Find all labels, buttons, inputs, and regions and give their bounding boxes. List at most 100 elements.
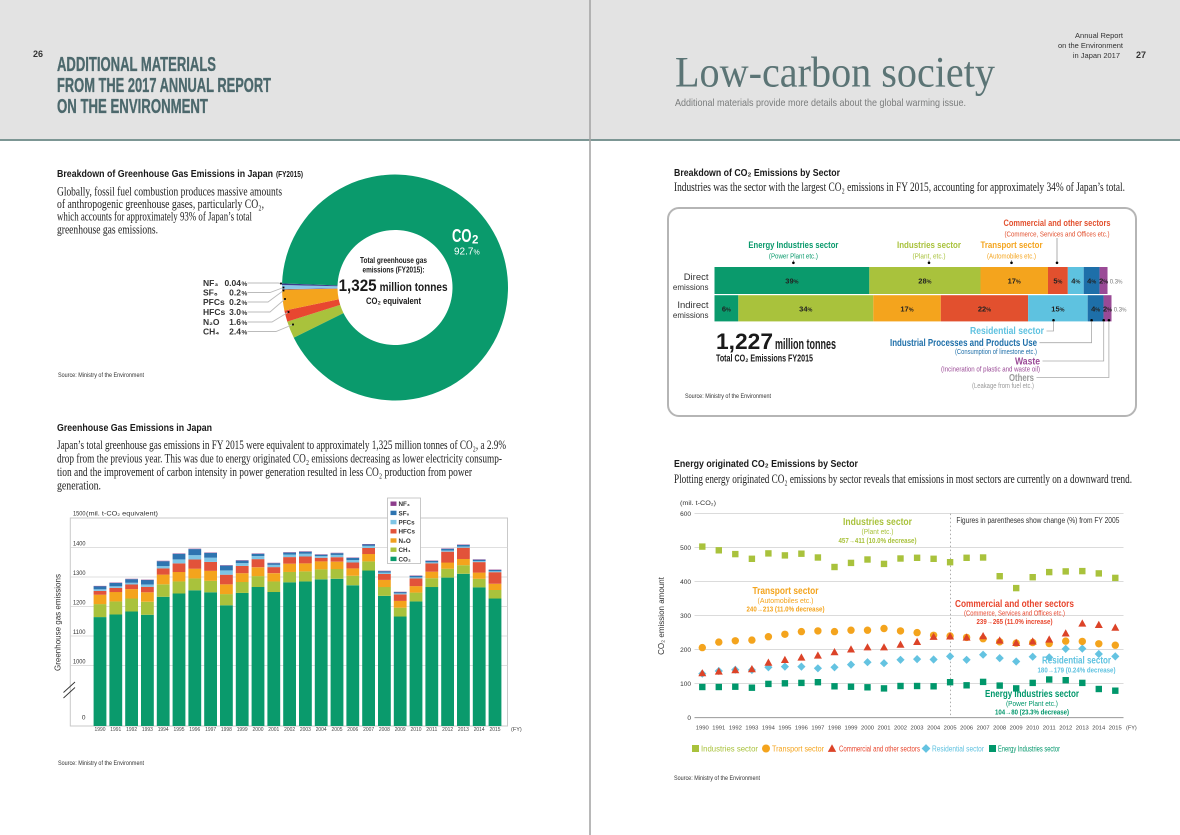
- svg-text:%: %: [242, 281, 248, 288]
- svg-text:2015: 2015: [490, 727, 501, 733]
- svg-text:4%: 4%: [1091, 305, 1100, 314]
- svg-text:(FY): (FY): [1126, 726, 1137, 732]
- svg-text:1.6: 1.6: [229, 317, 241, 327]
- svg-text:1200: 1200: [73, 600, 86, 607]
- svg-text:Energy Industries sector: Energy Industries sector: [748, 240, 838, 251]
- svg-text:2: 2: [472, 235, 478, 247]
- svg-text:28%: 28%: [918, 277, 931, 286]
- svg-text:4%: 4%: [1071, 277, 1080, 286]
- svg-text:Plotting energy originated CO₂: Plotting energy originated CO₂ emissions…: [674, 471, 1132, 486]
- svg-text:1992: 1992: [126, 727, 137, 733]
- svg-text:1300: 1300: [73, 570, 86, 577]
- svg-text:1999: 1999: [237, 727, 248, 733]
- svg-text:100: 100: [680, 681, 691, 688]
- svg-text:Energy originated CO₂ Emission: Energy originated CO₂ Emissions by Secto…: [674, 458, 858, 470]
- svg-text:2000: 2000: [253, 727, 264, 733]
- svg-text:2006: 2006: [347, 727, 358, 733]
- svg-text:2003: 2003: [300, 727, 311, 733]
- svg-text:Transport sector: Transport sector: [981, 240, 1043, 251]
- svg-text:Commercial and other sectors: Commercial and other sectors: [1004, 218, 1111, 229]
- svg-text:of anthropogenic greenhouse ga: of anthropogenic greenhouse gases, parti…: [57, 196, 264, 211]
- svg-text:39%: 39%: [785, 277, 798, 286]
- svg-text:emissions: emissions: [673, 311, 709, 320]
- svg-text:(mil. t-CO₂ equivalent): (mil. t-CO₂ equivalent): [86, 511, 158, 518]
- svg-text:on the Environment: on the Environment: [1058, 41, 1124, 50]
- svg-text:1993: 1993: [142, 727, 153, 733]
- svg-text:2005: 2005: [332, 727, 343, 733]
- svg-text:Commercial and other sectors: Commercial and other sectors: [839, 745, 920, 754]
- svg-text:Direct: Direct: [684, 272, 709, 283]
- svg-text:N₂O: N₂O: [399, 538, 411, 545]
- svg-text:Industries was the sector with: Industries was the sector with the large…: [674, 179, 1125, 194]
- svg-text:Breakdown of Greenhouse Gas Em: Breakdown of Greenhouse Gas Emissions in…: [57, 168, 273, 180]
- svg-text:2006: 2006: [960, 726, 973, 732]
- svg-text:which accounts for approximate: which accounts for approximately 93% of …: [57, 209, 252, 224]
- svg-text:CO₂: CO₂: [399, 556, 411, 563]
- svg-text:2014: 2014: [1092, 726, 1105, 732]
- svg-text:500: 500: [680, 545, 691, 552]
- svg-text:200: 200: [680, 647, 691, 654]
- svg-text:%: %: [242, 320, 248, 327]
- svg-text:greenhouse gas emissions.: greenhouse gas emissions.: [57, 221, 158, 236]
- svg-text:5%: 5%: [1053, 277, 1062, 286]
- svg-text:Source: Ministry of the Enviro: Source: Ministry of the Environment: [58, 760, 144, 767]
- svg-text:(Power Plant etc.): (Power Plant etc.): [769, 254, 818, 261]
- svg-text:%: %: [474, 250, 480, 257]
- svg-text:CO₂ emission amount: CO₂ emission amount: [657, 576, 666, 655]
- svg-text:2011: 2011: [1043, 726, 1056, 732]
- svg-text:239→265 (11.0% increase): 239→265 (11.0% increase): [977, 619, 1053, 626]
- svg-text:180→179 (0.24% decrease): 180→179 (0.24% decrease): [1038, 668, 1116, 675]
- svg-text:1500: 1500: [73, 511, 86, 518]
- svg-text:17%: 17%: [900, 305, 913, 314]
- svg-text:1995: 1995: [174, 727, 185, 733]
- svg-text:2000: 2000: [861, 726, 874, 732]
- svg-text:1990: 1990: [95, 727, 106, 733]
- svg-text:2003: 2003: [911, 726, 924, 732]
- svg-text:Industries sector: Industries sector: [897, 240, 961, 251]
- svg-text:Low-carbon society: Low-carbon society: [675, 49, 995, 97]
- svg-text:104→80 (23.3% decrease): 104→80 (23.3% decrease): [995, 710, 1069, 717]
- svg-text:%: %: [242, 330, 248, 337]
- svg-text:2013: 2013: [1076, 726, 1089, 732]
- svg-text:(Automobiles etc.): (Automobiles etc.): [987, 254, 1036, 261]
- svg-text:240→213 (11.0% decrease): 240→213 (11.0% decrease): [747, 607, 825, 614]
- svg-text:1994: 1994: [762, 726, 775, 732]
- svg-text:emissions: emissions: [673, 283, 709, 292]
- svg-text:emissions (FY2015):: emissions (FY2015):: [363, 266, 425, 275]
- svg-text:SF₆: SF₆: [399, 510, 410, 517]
- svg-text:Source: Ministry of the Enviro: Source: Ministry of the Environment: [674, 775, 760, 782]
- svg-text:(mil. t-CO₂): (mil. t-CO₂): [680, 500, 716, 507]
- svg-text:Additional materials provide m: Additional materials provide more detail…: [675, 97, 966, 109]
- svg-text:2005: 2005: [944, 726, 957, 732]
- svg-text:in Japan 2017: in Japan 2017: [1073, 51, 1120, 60]
- svg-text:2012: 2012: [442, 727, 453, 733]
- svg-text:2%: 2%: [1103, 305, 1112, 314]
- svg-text:Residential sector: Residential sector: [970, 326, 1044, 337]
- svg-text:(Plant etc.): (Plant etc.): [862, 529, 894, 536]
- svg-text:2009: 2009: [395, 727, 406, 733]
- svg-text:1991: 1991: [110, 727, 121, 733]
- svg-text:2010: 2010: [1026, 726, 1039, 732]
- svg-text:2007: 2007: [977, 726, 990, 732]
- svg-text:drop from the previous year. T: drop from the previous year. This was du…: [57, 451, 502, 466]
- svg-text:1998: 1998: [221, 727, 232, 733]
- svg-text:0.2: 0.2: [229, 297, 241, 307]
- svg-text:0.04: 0.04: [224, 278, 241, 288]
- svg-text:generation.: generation.: [57, 478, 101, 493]
- svg-text:2.4: 2.4: [229, 327, 241, 337]
- svg-text:Breakdown of CO₂ Emissions by: Breakdown of CO₂ Emissions by Sector: [674, 167, 840, 179]
- svg-text:457→411 (10.0% decrease): 457→411 (10.0% decrease): [839, 538, 917, 545]
- svg-text:2001: 2001: [878, 726, 891, 732]
- svg-text:Energy Industries sector: Energy Industries sector: [998, 745, 1060, 754]
- svg-text:2009: 2009: [1010, 726, 1023, 732]
- svg-text:92.7: 92.7: [454, 247, 474, 258]
- svg-text:2011: 2011: [426, 727, 437, 733]
- svg-text:CO₂ equivalent: CO₂ equivalent: [366, 296, 421, 306]
- svg-text:1995: 1995: [778, 726, 791, 732]
- svg-text:300: 300: [680, 613, 691, 620]
- svg-text:26: 26: [33, 49, 43, 59]
- svg-text:HFCs: HFCs: [399, 529, 416, 536]
- svg-text:0: 0: [82, 714, 86, 721]
- svg-text:22%: 22%: [978, 305, 991, 314]
